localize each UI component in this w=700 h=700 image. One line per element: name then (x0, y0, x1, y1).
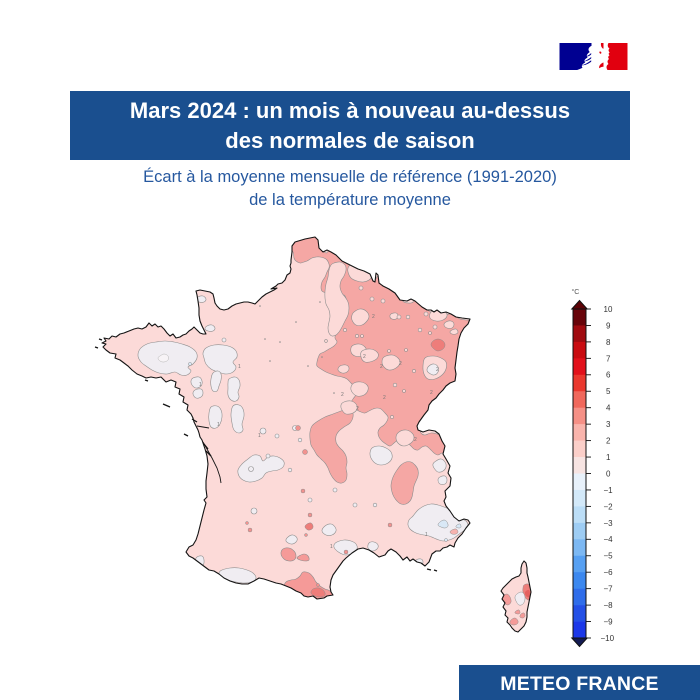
svg-text:2: 2 (436, 367, 439, 373)
svg-text:−9: −9 (604, 617, 614, 626)
svg-text:−1: −1 (604, 486, 614, 495)
svg-text:−10: −10 (601, 634, 615, 643)
svg-text:7: 7 (606, 354, 611, 363)
svg-text:3: 3 (606, 420, 611, 429)
svg-text:°C: °C (572, 288, 580, 296)
svg-text:10: 10 (604, 305, 613, 314)
svg-text:1: 1 (425, 532, 428, 538)
svg-text:−3: −3 (604, 519, 614, 528)
svg-text:1: 1 (217, 422, 220, 428)
svg-text:2: 2 (606, 437, 611, 446)
svg-text:−8: −8 (604, 601, 614, 610)
svg-text:1: 1 (238, 364, 241, 370)
svg-text:1: 1 (330, 544, 333, 550)
svg-text:−4: −4 (604, 535, 614, 544)
svg-text:−2: −2 (604, 502, 614, 511)
svg-text:0: 0 (606, 469, 611, 478)
svg-text:2: 2 (430, 390, 433, 396)
svg-text:1: 1 (606, 453, 611, 462)
svg-text:2: 2 (341, 392, 344, 398)
svg-text:2: 2 (399, 361, 402, 367)
svg-text:−7: −7 (604, 585, 614, 594)
svg-text:4: 4 (606, 404, 611, 413)
svg-text:2: 2 (383, 395, 386, 401)
svg-text:6: 6 (606, 371, 611, 380)
svg-text:2: 2 (380, 364, 383, 370)
svg-text:1: 1 (199, 382, 202, 388)
svg-text:8: 8 (606, 338, 611, 347)
svg-text:2: 2 (372, 314, 375, 320)
svg-text:−6: −6 (604, 568, 614, 577)
svg-text:−5: −5 (604, 552, 614, 561)
svg-text:5: 5 (606, 387, 611, 396)
svg-text:9: 9 (606, 321, 611, 330)
svg-text:2: 2 (414, 437, 417, 443)
svg-text:2: 2 (363, 354, 366, 360)
svg-text:2: 2 (356, 406, 359, 412)
svg-text:1: 1 (258, 433, 261, 439)
